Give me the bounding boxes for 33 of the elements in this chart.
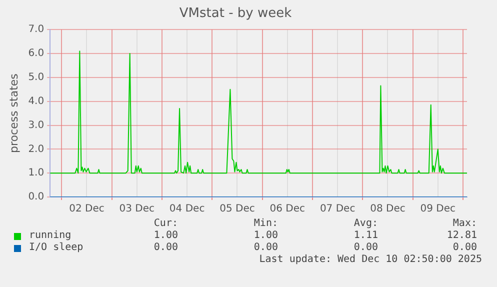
chart-title: VMstat - by week (179, 6, 292, 22)
x-tick-label: 04 Dec (169, 204, 205, 215)
y-tick-label: 6.0 (28, 48, 44, 60)
legend-label: I/O sleep (28, 242, 84, 254)
x-tick-label: 03 Dec (119, 204, 155, 215)
x-tick-label: 06 Dec (270, 204, 306, 215)
text: Last update: Wed Dec 10 02:50:00 2025 (259, 254, 482, 266)
legend-label: running (28, 230, 72, 242)
text: 1.11 (352, 230, 378, 242)
text: 0.00 (152, 242, 178, 254)
text: 12.81 (446, 230, 477, 242)
text: Max: (452, 218, 477, 230)
y-tick-label: 3.0 (28, 120, 44, 131)
y-tick-label: 0.0 (28, 192, 44, 203)
x-tick-label: 08 Dec (370, 204, 406, 215)
text: 1.00 (152, 230, 178, 242)
y-tick-label: 2.0 (28, 144, 44, 155)
y-tick-label: 5.0 (28, 72, 44, 84)
y-tick-label: 1.0 (28, 168, 44, 179)
x-tick-label: 05 Dec (220, 204, 255, 215)
text: 0.00 (452, 242, 477, 254)
text: 0.00 (252, 242, 278, 254)
y-axis-title: process states (7, 73, 20, 153)
y-tick-label: 4.0 (28, 96, 44, 107)
text: Avg: (352, 218, 378, 230)
x-tick-label: 09 Dec (420, 204, 456, 215)
text: 1.00 (252, 230, 278, 242)
x-tick-label: 07 Dec (320, 204, 356, 215)
y-tick-label: 7.0 (28, 24, 44, 36)
text: Cur: (152, 218, 178, 230)
x-tick-label: 02 Dec (69, 204, 104, 215)
text: 0.00 (352, 242, 378, 254)
text: Min: (252, 218, 278, 230)
